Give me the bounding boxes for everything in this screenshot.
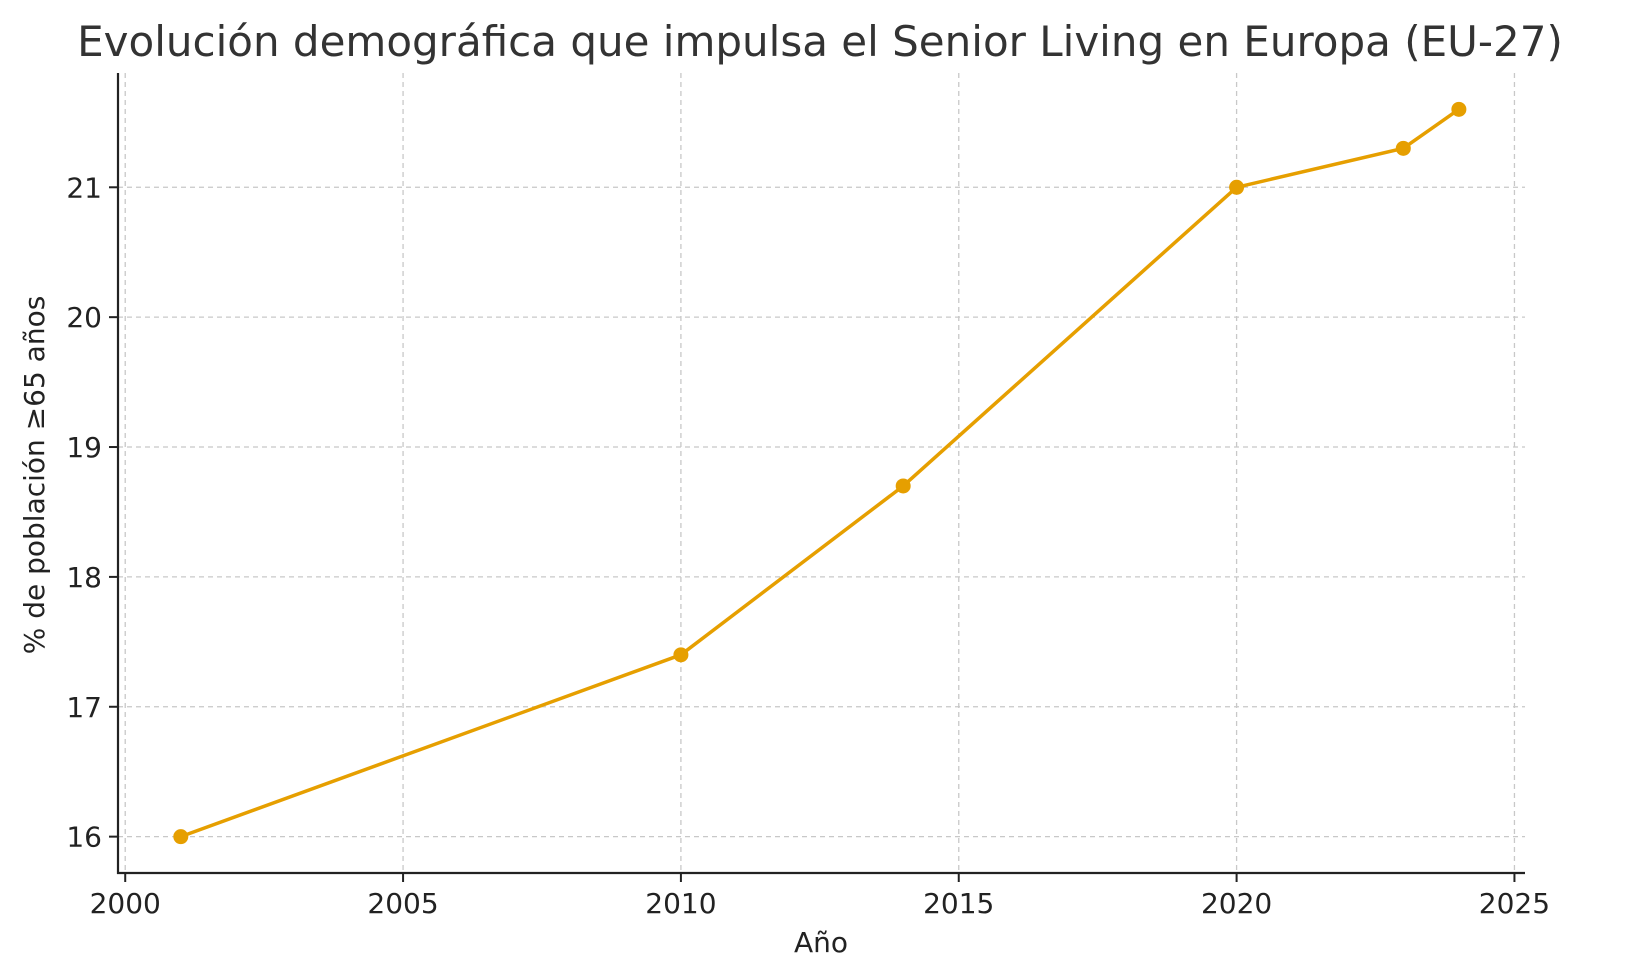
y-tick-label: 16 [66,821,102,854]
y-tick-label: 19 [66,431,102,464]
chart-title: Evolución demográfica que impulsa el Sen… [77,17,1563,66]
x-tick-label: 2010 [645,887,716,920]
x-tick-label: 2000 [90,887,161,920]
axes [116,73,1525,875]
series [173,101,1467,845]
ticks: 2000 2005 2010 2015 2020 2025 16 17 18 19 20 21 [66,171,1550,920]
y-tick-label: 20 [66,301,102,334]
y-tick-label: 18 [66,561,102,594]
series-line [180,107,1460,839]
data-point [1395,140,1411,156]
x-axis-label: Año [794,926,848,959]
data-point [1451,101,1467,117]
data-point [895,478,911,494]
y-tick-label: 21 [66,171,102,204]
data-point [173,829,189,845]
x-tick-label: 2025 [1479,887,1550,920]
y-tick-label: 17 [66,691,102,724]
data-point [1229,179,1245,195]
data-point [673,647,689,663]
x-tick-label: 2020 [1201,887,1272,920]
x-tick-label: 2005 [367,887,438,920]
x-tick-label: 2015 [923,887,994,920]
y-axis-label: % de población ≥65 años [18,296,51,655]
grid [118,73,1525,873]
